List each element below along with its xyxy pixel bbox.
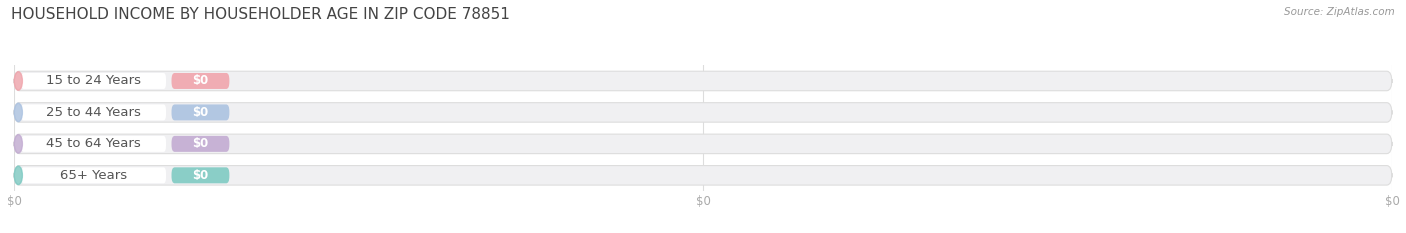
Text: 65+ Years: 65+ Years [60, 169, 127, 182]
FancyBboxPatch shape [21, 167, 166, 183]
Text: $0: $0 [193, 169, 208, 182]
Text: 15 to 24 Years: 15 to 24 Years [46, 75, 141, 87]
FancyBboxPatch shape [172, 73, 229, 89]
FancyBboxPatch shape [14, 166, 1392, 185]
Text: HOUSEHOLD INCOME BY HOUSEHOLDER AGE IN ZIP CODE 78851: HOUSEHOLD INCOME BY HOUSEHOLDER AGE IN Z… [11, 7, 510, 22]
FancyBboxPatch shape [14, 71, 1392, 91]
Text: $0: $0 [193, 106, 208, 119]
FancyBboxPatch shape [172, 167, 229, 183]
Circle shape [14, 135, 22, 153]
FancyBboxPatch shape [21, 73, 166, 89]
FancyBboxPatch shape [172, 104, 229, 120]
Text: 25 to 44 Years: 25 to 44 Years [46, 106, 141, 119]
Text: $0: $0 [193, 137, 208, 150]
FancyBboxPatch shape [21, 136, 166, 152]
Text: Source: ZipAtlas.com: Source: ZipAtlas.com [1284, 7, 1395, 17]
Circle shape [14, 166, 22, 185]
FancyBboxPatch shape [14, 103, 1392, 122]
Circle shape [14, 72, 22, 90]
Text: $0: $0 [193, 75, 208, 87]
FancyBboxPatch shape [172, 136, 229, 152]
Text: 45 to 64 Years: 45 to 64 Years [46, 137, 141, 150]
FancyBboxPatch shape [14, 134, 1392, 154]
FancyBboxPatch shape [21, 104, 166, 120]
Circle shape [14, 103, 22, 122]
